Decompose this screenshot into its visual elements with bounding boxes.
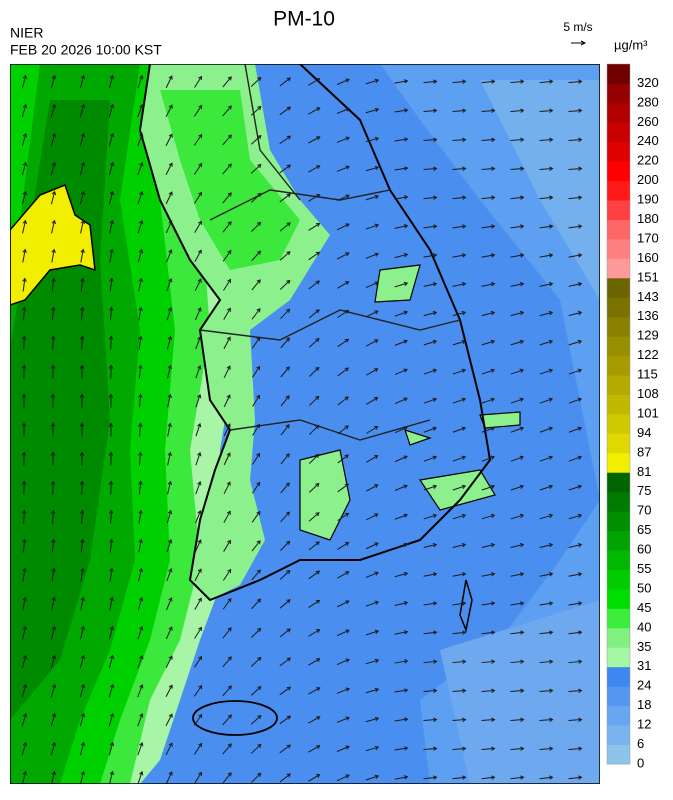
colorbar-label: 200	[637, 172, 659, 187]
colorbar-label: 65	[637, 522, 651, 537]
colorbar-segment	[607, 258, 630, 278]
colorbar-segment	[607, 706, 630, 726]
colorbar-segment	[607, 608, 630, 628]
colorbar-segment	[607, 161, 630, 181]
colorbar-segment	[607, 745, 630, 765]
wind-arrow	[24, 337, 25, 350]
wind-arrow	[82, 337, 83, 350]
colorbar-label: 24	[637, 678, 651, 693]
colorbar-label: 70	[637, 503, 651, 518]
colorbar-segment	[607, 531, 630, 551]
colorbar-label: 60	[637, 542, 651, 557]
colorbar-label: 75	[637, 483, 651, 498]
colorbar-label: 31	[637, 658, 651, 673]
colorbar-label: 190	[637, 192, 659, 207]
colorbar-segment	[607, 667, 630, 687]
wind-scale-label: 5 m/s	[563, 20, 592, 34]
map	[10, 64, 600, 784]
colorbar-segment	[607, 570, 630, 590]
wind-arrow	[53, 337, 54, 350]
colorbar-label: 101	[637, 405, 659, 420]
colorbar-label: 143	[637, 289, 659, 304]
colorbar-label: 45	[637, 600, 651, 615]
colorbar-segment	[607, 453, 630, 473]
colorbar-segment	[607, 550, 630, 570]
time: FEB 20 2026 10:00 KST	[10, 42, 162, 58]
colorbar-label: 320	[637, 75, 659, 90]
colorbar-segment	[607, 589, 630, 609]
colorbar-segment	[607, 375, 630, 395]
colorbar-label: 18	[637, 697, 651, 712]
colorbar-segment	[607, 686, 630, 706]
colorbar-label: 260	[637, 114, 659, 129]
colorbar-segment	[607, 297, 630, 317]
colorbar-label: 240	[637, 133, 659, 148]
colorbar-label: 108	[637, 386, 659, 401]
colorbar-segment	[607, 103, 630, 123]
colorbar: 0 6 12 18 24 31 35 40 45 50 55 60 65 70 75 81 87 94 101 108…	[607, 64, 659, 770]
colorbar-label: 136	[637, 308, 659, 323]
colorbar-label: 122	[637, 347, 659, 362]
colorbar-segment	[607, 414, 630, 434]
colorbar-label: 50	[637, 580, 651, 595]
colorbar-segment	[607, 220, 630, 240]
colorbar-segment	[607, 122, 630, 142]
colorbar-label: 94	[637, 425, 651, 440]
colorbar-segment	[607, 492, 630, 512]
colorbar-segment	[607, 628, 630, 648]
colorbar-segment	[607, 142, 630, 162]
colorbar-segment	[607, 472, 630, 492]
colorbar-label: 87	[637, 444, 651, 459]
colorbar-label: 151	[637, 269, 659, 284]
unit: µg/m³	[614, 37, 648, 52]
source: NIER	[10, 25, 43, 41]
colorbar-segment	[607, 83, 630, 103]
colorbar-segment	[607, 239, 630, 259]
colorbar-label: 40	[637, 619, 651, 634]
colorbar-label: 55	[637, 561, 651, 576]
colorbar-label: 12	[637, 717, 651, 732]
colorbar-segment	[607, 181, 630, 201]
colorbar-label: 81	[637, 464, 651, 479]
title: PM-10	[273, 8, 335, 31]
colorbar-segment	[607, 395, 630, 415]
colorbar-segment	[607, 356, 630, 376]
wind-scale-arrow	[571, 41, 585, 45]
colorbar-segment	[607, 64, 630, 84]
colorbar-label: 160	[637, 250, 659, 265]
colorbar-label: 280	[637, 94, 659, 109]
colorbar-label: 115	[637, 367, 658, 382]
colorbar-segment	[607, 433, 630, 453]
colorbar-label: 170	[637, 230, 659, 245]
colorbar-segment	[607, 317, 630, 337]
colorbar-label: 180	[637, 211, 659, 226]
colorbar-segment	[607, 200, 630, 220]
colorbar-segment	[607, 336, 630, 356]
colorbar-segment	[607, 511, 630, 531]
colorbar-label: 129	[637, 328, 659, 343]
colorbar-label: 6	[637, 736, 644, 751]
colorbar-segment	[607, 647, 630, 667]
colorbar-segment	[607, 725, 630, 745]
colorbar-segment	[607, 278, 630, 298]
colorbar-label: 0	[637, 755, 644, 770]
wind-arrow	[111, 337, 112, 350]
colorbar-label: 35	[637, 639, 651, 654]
colorbar-label: 220	[637, 153, 659, 168]
